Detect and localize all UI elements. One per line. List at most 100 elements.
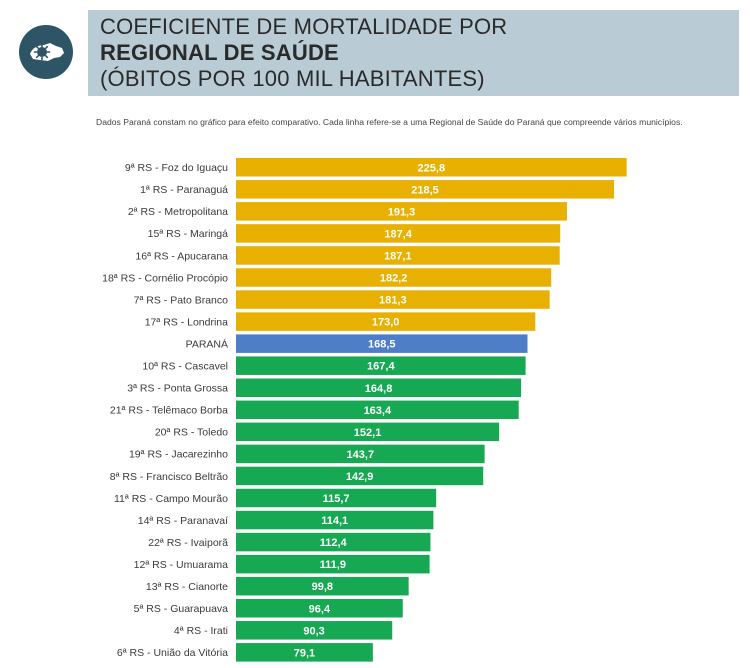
category-label: 3ª RS - Ponta Grossa	[127, 383, 228, 395]
value-label: 218,5	[411, 184, 439, 196]
value-label: 90,3	[303, 625, 324, 637]
bar-row: PARANÁ 168,5	[186, 334, 528, 353]
category-label: 1ª RS - Paranaguá	[140, 184, 228, 196]
category-label: 20ª RS - Toledo	[155, 427, 228, 439]
category-label: 5ª RS - Guarapuava	[134, 603, 229, 615]
value-label: 112,4	[320, 537, 348, 549]
bar	[236, 510, 434, 530]
bar-row: 2ª RS - Metropolitana 191,3	[128, 202, 567, 221]
bar-row: 9ª RS - Foz do Iguaçu 225,8	[125, 158, 627, 177]
value-label: 182,2	[380, 273, 408, 285]
category-label: 7ª RS - Pato Branco	[134, 294, 229, 306]
title-line-2: REGIONAL DE SAÚDE	[100, 40, 339, 65]
bar	[236, 246, 560, 265]
bar-row: 5ª RS - Guarapuava 96,4	[134, 599, 403, 618]
category-label: 15ª RS - Maringá	[148, 228, 228, 240]
bar-row: 14ª RS - Paranavaí 114,1	[138, 510, 434, 530]
category-label: 17ª RS - Londrina	[145, 316, 228, 328]
bar	[236, 158, 627, 177]
category-label: 16ª RS - Apucarana	[135, 250, 228, 262]
title-line-3: (ÓBITOS POR 100 MIL HABITANTES)	[100, 66, 485, 91]
value-label: 115,7	[323, 493, 350, 505]
value-label: 225,8	[418, 162, 446, 174]
category-label: 10ª RS - Cascavel	[142, 361, 228, 373]
bar-row: 17ª RS - Londrina 173,0	[145, 312, 536, 331]
bar	[236, 576, 409, 596]
title-line-1: COEFICIENTE DE MORTALIDADE POR	[100, 14, 508, 39]
bar-row: 7ª RS - Pato Branco 181,3	[134, 290, 550, 309]
bar	[236, 312, 536, 331]
category-label: 12ª RS - Umuarama	[134, 559, 228, 571]
value-label: 164,8	[365, 383, 393, 395]
value-label: 96,4	[309, 603, 331, 615]
category-label: PARANÁ	[186, 337, 228, 350]
category-label: 21ª RS - Telêmaco Borba	[110, 405, 228, 417]
bar-row: 20ª RS - Toledo 152,1	[155, 422, 500, 442]
bar-row: 10ª RS - Cascavel 167,4	[142, 356, 526, 375]
category-label: 14ª RS - Paranavaí	[138, 515, 228, 527]
bar	[236, 466, 484, 486]
subtitle-note: Dados Paraná constam no gráfico para efe…	[96, 117, 683, 127]
virus-on-map-icon	[19, 25, 73, 79]
value-label: 114,1	[321, 515, 348, 527]
value-label: 173,0	[372, 317, 400, 329]
value-label: 111,9	[320, 559, 346, 571]
bar	[236, 180, 615, 199]
bar-row: 11ª RS - Campo Mourão 115,7	[114, 488, 437, 508]
bar-row: 16ª RS - Apucarana 187,1	[135, 246, 560, 265]
value-label: 167,4	[367, 361, 395, 373]
bar-row: 3ª RS - Ponta Grossa 164,8	[127, 378, 522, 397]
value-label: 191,3	[388, 206, 416, 218]
value-label: 163,4	[364, 405, 392, 417]
bar	[236, 532, 431, 552]
bar	[236, 444, 485, 464]
value-label: 143,7	[347, 449, 375, 461]
bar	[236, 356, 526, 375]
value-label: 187,4	[384, 228, 412, 240]
category-label: 18ª RS - Cornélio Procópio	[102, 272, 228, 284]
category-label: 8ª RS - Francisco Beltrão	[110, 471, 228, 483]
bar-row: 13ª RS - Cianorte 99,8	[146, 576, 409, 596]
value-label: 99,8	[312, 581, 333, 593]
value-label: 142,9	[346, 471, 374, 483]
value-label: 187,1	[384, 250, 412, 262]
bar-row: 12ª RS - Umuarama 111,9	[134, 554, 430, 574]
bar-row: 18ª RS - Cornélio Procópio 182,2	[102, 268, 552, 287]
bar-row: 8ª RS - Francisco Beltrão 142,9	[110, 466, 484, 486]
bar	[236, 290, 550, 309]
bar-row: 21ª RS - Telêmaco Borba 163,4	[110, 400, 519, 420]
bar	[236, 422, 500, 442]
bar	[236, 643, 373, 662]
bar	[236, 202, 567, 221]
bar	[236, 224, 561, 243]
bar-row: 22ª RS - Ivaiporã 112,4	[148, 532, 431, 552]
virus-body	[37, 47, 47, 57]
bar-row: 4ª RS - Irati 90,3	[174, 621, 393, 640]
bar	[236, 268, 552, 287]
bar	[236, 378, 522, 397]
category-label: 2ª RS - Metropolitana	[128, 206, 228, 218]
value-label: 181,3	[379, 295, 407, 307]
bar-row: 6ª RS - União da Vitória 79,1	[117, 643, 373, 662]
bar-row: 15ª RS - Maringá 187,4	[148, 224, 561, 243]
category-label: 22ª RS - Ivaiporã	[148, 537, 228, 549]
category-label: 4ª RS - Irati	[174, 625, 228, 637]
category-label: 9ª RS - Foz do Iguaçu	[125, 162, 228, 174]
bar	[236, 599, 403, 618]
bar	[236, 488, 437, 508]
category-label: 13ª RS - Cianorte	[146, 581, 228, 593]
category-label: 6ª RS - União da Vitória	[117, 647, 228, 659]
bar	[236, 334, 528, 353]
category-label: 19ª RS - Jacarezinho	[129, 449, 228, 461]
bar	[236, 400, 519, 420]
title-panel: COEFICIENTE DE MORTALIDADE POR REGIONAL …	[88, 10, 739, 96]
bar	[236, 554, 430, 574]
bar	[236, 621, 393, 640]
value-label: 152,1	[354, 427, 382, 439]
category-label: 11ª RS - Campo Mourão	[114, 493, 228, 505]
virus-spikes	[33, 43, 51, 61]
value-label: 168,5	[368, 339, 396, 351]
value-label: 79,1	[294, 647, 315, 659]
